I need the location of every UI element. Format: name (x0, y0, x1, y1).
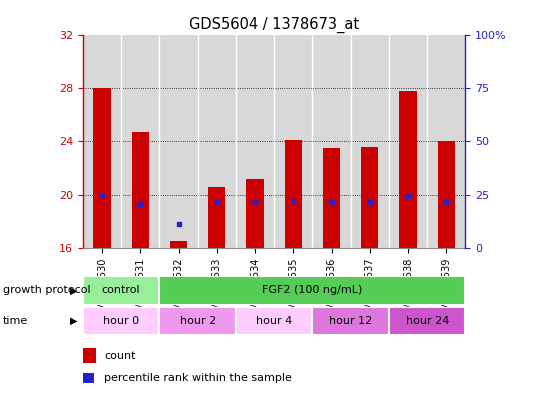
Bar (159, 276, 465, 305)
Bar (389, 307, 465, 335)
Bar (427, 35, 465, 248)
Bar (83, 348, 96, 363)
Bar (83, 276, 159, 305)
Bar (83, 373, 94, 383)
Bar (198, 35, 236, 248)
Bar (83, 307, 159, 335)
Bar (121, 35, 159, 248)
Bar (389, 35, 427, 248)
Text: hour 0: hour 0 (103, 316, 139, 326)
Text: percentile rank within the sample: percentile rank within the sample (104, 373, 292, 383)
Bar (323, 148, 340, 248)
Bar (351, 35, 389, 248)
Bar (170, 241, 187, 248)
Bar (83, 35, 121, 248)
Bar (94, 88, 111, 248)
Bar (361, 147, 378, 248)
Text: count: count (104, 351, 135, 361)
Text: hour 24: hour 24 (406, 316, 449, 326)
Bar (236, 35, 274, 248)
Text: growth protocol: growth protocol (3, 285, 90, 296)
Bar (400, 91, 417, 248)
Title: GDS5604 / 1378673_at: GDS5604 / 1378673_at (189, 17, 359, 33)
Bar (132, 132, 149, 248)
Text: time: time (3, 316, 28, 326)
Bar (274, 35, 312, 248)
Bar (208, 187, 225, 248)
Text: hour 4: hour 4 (256, 316, 292, 326)
Bar (236, 307, 312, 335)
Text: ▶: ▶ (70, 316, 78, 326)
Text: hour 12: hour 12 (329, 316, 372, 326)
Bar (285, 140, 302, 248)
Text: control: control (102, 285, 141, 296)
Bar (312, 307, 389, 335)
Bar (438, 141, 455, 248)
Bar (159, 35, 198, 248)
Text: FGF2 (100 ng/mL): FGF2 (100 ng/mL) (262, 285, 363, 296)
Text: hour 2: hour 2 (180, 316, 216, 326)
Bar (247, 178, 264, 248)
Text: ▶: ▶ (70, 285, 78, 296)
Bar (312, 35, 351, 248)
Bar (159, 307, 236, 335)
